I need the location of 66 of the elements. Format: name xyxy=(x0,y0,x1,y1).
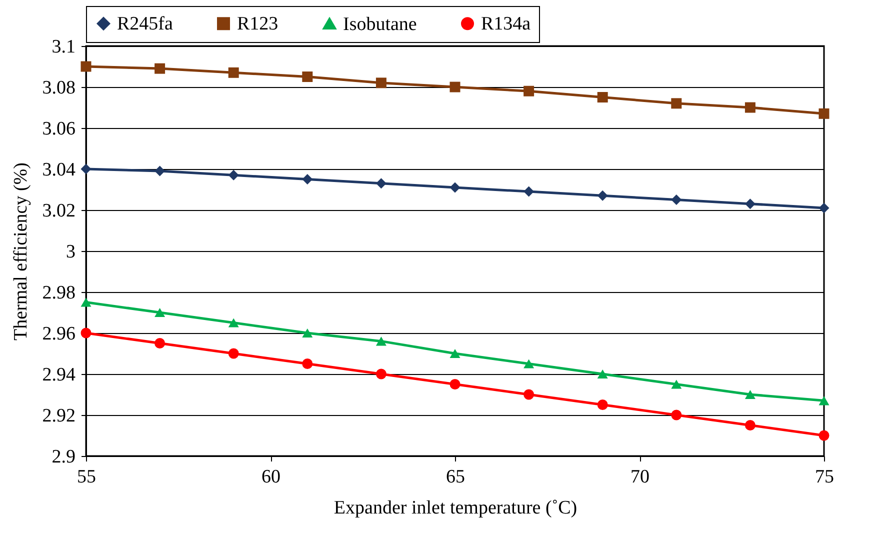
point xyxy=(744,198,756,210)
legend-label: Isobutane xyxy=(343,14,417,35)
y-tick-label: 2.9 xyxy=(52,446,76,468)
point xyxy=(818,202,830,214)
point xyxy=(450,82,460,92)
y-axis-title: Thermal efficiency (%) xyxy=(10,162,32,340)
legend-label: R245fa xyxy=(117,14,174,35)
x-axis-title: Expander inlet temperature (˚C) xyxy=(334,498,578,518)
point xyxy=(154,63,166,74)
point xyxy=(228,67,239,78)
point xyxy=(818,430,830,441)
point xyxy=(671,380,682,389)
point xyxy=(597,369,608,379)
x-tick-label: 70 xyxy=(630,466,650,488)
y-tick-label: 2.92 xyxy=(42,406,76,426)
point xyxy=(302,174,313,184)
point xyxy=(524,359,534,368)
point xyxy=(228,348,239,359)
y-tick-label: 3.08 xyxy=(42,78,76,98)
y-tick-label: 3.06 xyxy=(42,118,76,140)
y-tick-label: 3.1 xyxy=(52,36,76,58)
point xyxy=(376,178,386,189)
point xyxy=(154,308,166,318)
point xyxy=(302,328,313,338)
point xyxy=(671,410,682,420)
y-tick-label: 3 xyxy=(66,242,76,262)
point xyxy=(524,389,534,400)
point xyxy=(597,92,608,102)
point xyxy=(154,338,166,348)
point xyxy=(818,108,830,119)
x-tick-label: 55 xyxy=(77,466,96,488)
legend-label: R123 xyxy=(237,14,278,35)
point xyxy=(524,86,534,96)
point xyxy=(597,400,608,410)
legend-label: R134a xyxy=(481,14,532,35)
point xyxy=(450,379,460,390)
point xyxy=(302,358,313,369)
x-tick-label: 65 xyxy=(446,466,465,488)
point xyxy=(671,194,682,205)
point xyxy=(744,420,756,430)
y-tick-label: 3.04 xyxy=(42,160,76,180)
y-tick-label: 2.94 xyxy=(42,364,76,386)
x-tick-label: 75 xyxy=(815,466,834,488)
point xyxy=(80,164,92,174)
point xyxy=(818,396,830,406)
point xyxy=(450,182,460,193)
point xyxy=(80,328,92,338)
y-tick-label: 2.98 xyxy=(42,282,76,304)
point xyxy=(744,102,756,113)
point xyxy=(80,61,92,72)
point xyxy=(671,98,682,109)
point xyxy=(597,190,608,201)
y-tick-label: 3.02 xyxy=(42,200,76,222)
point xyxy=(450,348,460,358)
point xyxy=(302,72,313,82)
x-tick-label: 60 xyxy=(262,466,280,488)
point xyxy=(744,390,756,400)
point xyxy=(228,170,239,180)
point xyxy=(376,78,386,88)
point xyxy=(376,368,386,380)
point xyxy=(376,336,386,346)
point xyxy=(154,166,166,176)
point xyxy=(524,186,534,197)
y-tick-label: 2.96 xyxy=(42,324,76,344)
point xyxy=(228,318,239,328)
point xyxy=(80,298,92,307)
